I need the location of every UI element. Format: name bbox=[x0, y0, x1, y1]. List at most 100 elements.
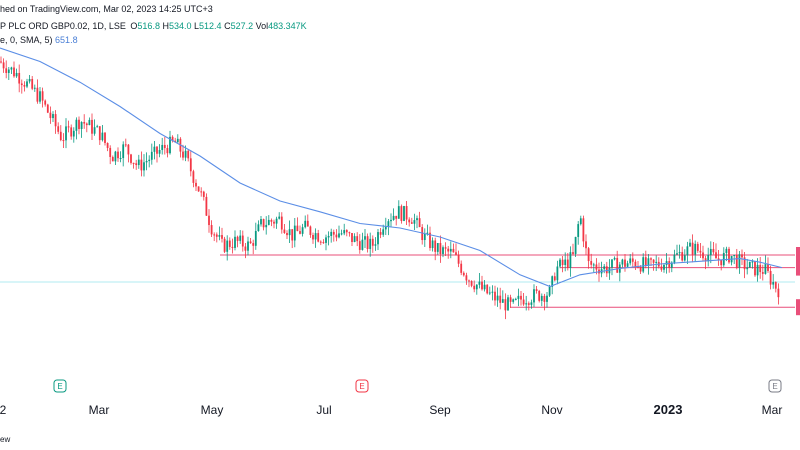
candle-body bbox=[691, 242, 694, 255]
candle-body bbox=[148, 159, 151, 162]
candle-body bbox=[88, 119, 91, 126]
candle-body bbox=[520, 295, 522, 300]
candle-body bbox=[265, 224, 268, 228]
candle-body bbox=[202, 191, 205, 197]
candle-body bbox=[252, 243, 255, 246]
candle-body bbox=[98, 126, 101, 141]
candle-body bbox=[26, 81, 28, 87]
price-level-tag bbox=[796, 299, 800, 316]
candle-body bbox=[192, 171, 195, 183]
candle-body bbox=[743, 257, 746, 270]
candle-body bbox=[431, 240, 434, 249]
candle-body bbox=[507, 297, 509, 311]
candle-body bbox=[761, 272, 764, 274]
close-label: C bbox=[224, 21, 231, 31]
candle-body bbox=[377, 232, 379, 245]
candle-body bbox=[423, 233, 426, 241]
candle-body bbox=[83, 122, 86, 124]
candle-body bbox=[533, 289, 535, 303]
candle-body bbox=[57, 126, 60, 132]
candle-body bbox=[455, 252, 457, 255]
candle-body bbox=[244, 246, 247, 251]
candle-body bbox=[241, 235, 244, 247]
candle-body bbox=[210, 225, 213, 235]
earnings-marker bbox=[53, 379, 67, 393]
candle-body bbox=[54, 114, 57, 127]
candle-body bbox=[613, 257, 616, 260]
sma-line bbox=[0, 47, 783, 288]
candle-body bbox=[33, 87, 36, 89]
candle-body bbox=[569, 252, 572, 268]
footer-text: ew bbox=[0, 435, 11, 444]
header-ohlc: P PLC ORD GBP0.02, 1D, LSE O516.8 H534.0… bbox=[0, 21, 307, 31]
candle-body bbox=[668, 261, 671, 268]
candle-body bbox=[673, 254, 676, 263]
candle-body bbox=[184, 150, 187, 158]
candle-body bbox=[163, 144, 166, 149]
candle-body bbox=[728, 248, 730, 263]
sma-value: 651.8 bbox=[55, 35, 78, 45]
candle-body bbox=[491, 291, 494, 293]
candle-body bbox=[80, 122, 83, 129]
candle-body bbox=[145, 161, 148, 163]
candle-body bbox=[473, 285, 476, 290]
candle-body bbox=[228, 240, 231, 247]
candle-body bbox=[234, 236, 236, 248]
candle-body bbox=[772, 282, 775, 285]
symbol-name[interactable]: P PLC ORD GBP0.02, 1D, LSE bbox=[0, 21, 126, 31]
candle-body bbox=[644, 257, 647, 266]
x-tick-label: Jul bbox=[316, 403, 331, 417]
candle-body bbox=[452, 248, 455, 253]
candle-body bbox=[548, 286, 551, 296]
candle-body bbox=[561, 259, 564, 266]
candle-body bbox=[660, 266, 663, 270]
x-axis: 2 Mar May Jul Sep Nov 2023 Mar bbox=[0, 402, 782, 417]
candle-body bbox=[291, 229, 294, 241]
horizontal-levels bbox=[0, 247, 800, 316]
candle-body bbox=[592, 264, 595, 266]
candle-body bbox=[566, 259, 569, 268]
candle-body bbox=[137, 159, 140, 166]
candle-body bbox=[299, 231, 301, 234]
candle-body bbox=[379, 232, 382, 235]
candle-body bbox=[483, 284, 486, 290]
candle-body bbox=[579, 218, 582, 225]
candle-body bbox=[7, 69, 10, 73]
sma-label[interactable]: e, 0, SMA, 5) bbox=[0, 35, 53, 45]
candle-body bbox=[127, 144, 130, 155]
candle-body bbox=[288, 229, 291, 236]
candle-body bbox=[647, 258, 650, 266]
candle-body bbox=[85, 123, 88, 126]
candle-body bbox=[114, 151, 117, 162]
candle-body bbox=[709, 248, 712, 256]
candle-body bbox=[44, 100, 47, 105]
candle-body bbox=[0, 61, 2, 63]
candle-body bbox=[150, 151, 153, 160]
candle-body bbox=[540, 295, 543, 301]
candle-body bbox=[774, 282, 777, 289]
candle-body bbox=[156, 146, 158, 154]
candle-body bbox=[390, 219, 392, 222]
header-published: hed on TradingView.com, Mar 02, 2023 14:… bbox=[0, 4, 213, 14]
candle-body bbox=[527, 303, 530, 305]
candle-body bbox=[582, 218, 585, 242]
candle-body bbox=[442, 247, 444, 254]
candle-body bbox=[215, 234, 218, 237]
candle-body bbox=[70, 127, 73, 137]
candle-body bbox=[208, 215, 210, 226]
candle-body bbox=[681, 252, 684, 261]
candle-body bbox=[543, 295, 546, 302]
candle-body bbox=[200, 191, 203, 193]
candle-body bbox=[52, 114, 54, 119]
x-tick-label: Mar bbox=[762, 403, 783, 417]
candle-body bbox=[338, 233, 340, 238]
candle-body bbox=[278, 216, 281, 219]
candle-body bbox=[405, 206, 408, 220]
candle-body bbox=[364, 236, 366, 240]
candle-body bbox=[262, 219, 265, 228]
low-label: L bbox=[194, 21, 200, 31]
candle-body bbox=[247, 241, 249, 251]
candle-body bbox=[319, 241, 322, 243]
candle-body bbox=[496, 295, 499, 301]
